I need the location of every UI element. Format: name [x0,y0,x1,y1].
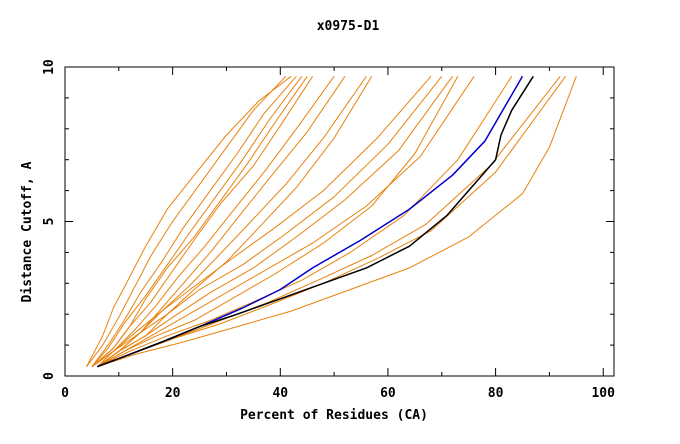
series-line-model-03 [91,75,297,368]
x-axis-label: Percent of Residues (CA) [240,408,428,423]
series-line-model-18 [97,76,567,368]
x-tick-label-60: 60 [380,386,396,401]
series-line-model-07 [96,76,335,368]
chart-title: x0975-D1 [317,19,380,34]
y-tick-label-10: 10 [42,59,57,75]
series-line-model-06 [91,76,314,368]
x-tick-label-20: 20 [165,386,181,401]
series-line-model-19 [97,76,577,368]
x-tick-label-40: 40 [272,386,288,401]
series-line-model-17 [97,75,561,368]
series-line-model-09 [97,76,367,368]
series-line-model-blue [97,75,524,368]
series-line-model-12 [91,75,443,368]
series-line-model-15 [97,76,459,368]
series-line-model-01 [86,75,292,367]
series-line-model-16 [97,76,513,368]
x-tick-label-80: 80 [488,386,504,401]
x-tick-label-100: 100 [591,386,615,401]
series-line-model-13 [97,76,453,368]
y-axis-label: Distance Cutoff, A [20,161,35,302]
axis-layer: 0 20 40 60 80 100 0 5 10 [42,59,615,401]
series-layer [86,75,577,368]
series-line-model-black [97,75,534,368]
series-line-model-02 [86,75,287,368]
series-line-model-11 [91,75,432,368]
x-tick-label-0: 0 [61,386,69,401]
y-tick-label-0: 0 [42,372,57,380]
y-tick-label-5: 5 [42,218,57,226]
series-line-model-04 [91,76,303,368]
series-line-model-14 [97,76,475,368]
